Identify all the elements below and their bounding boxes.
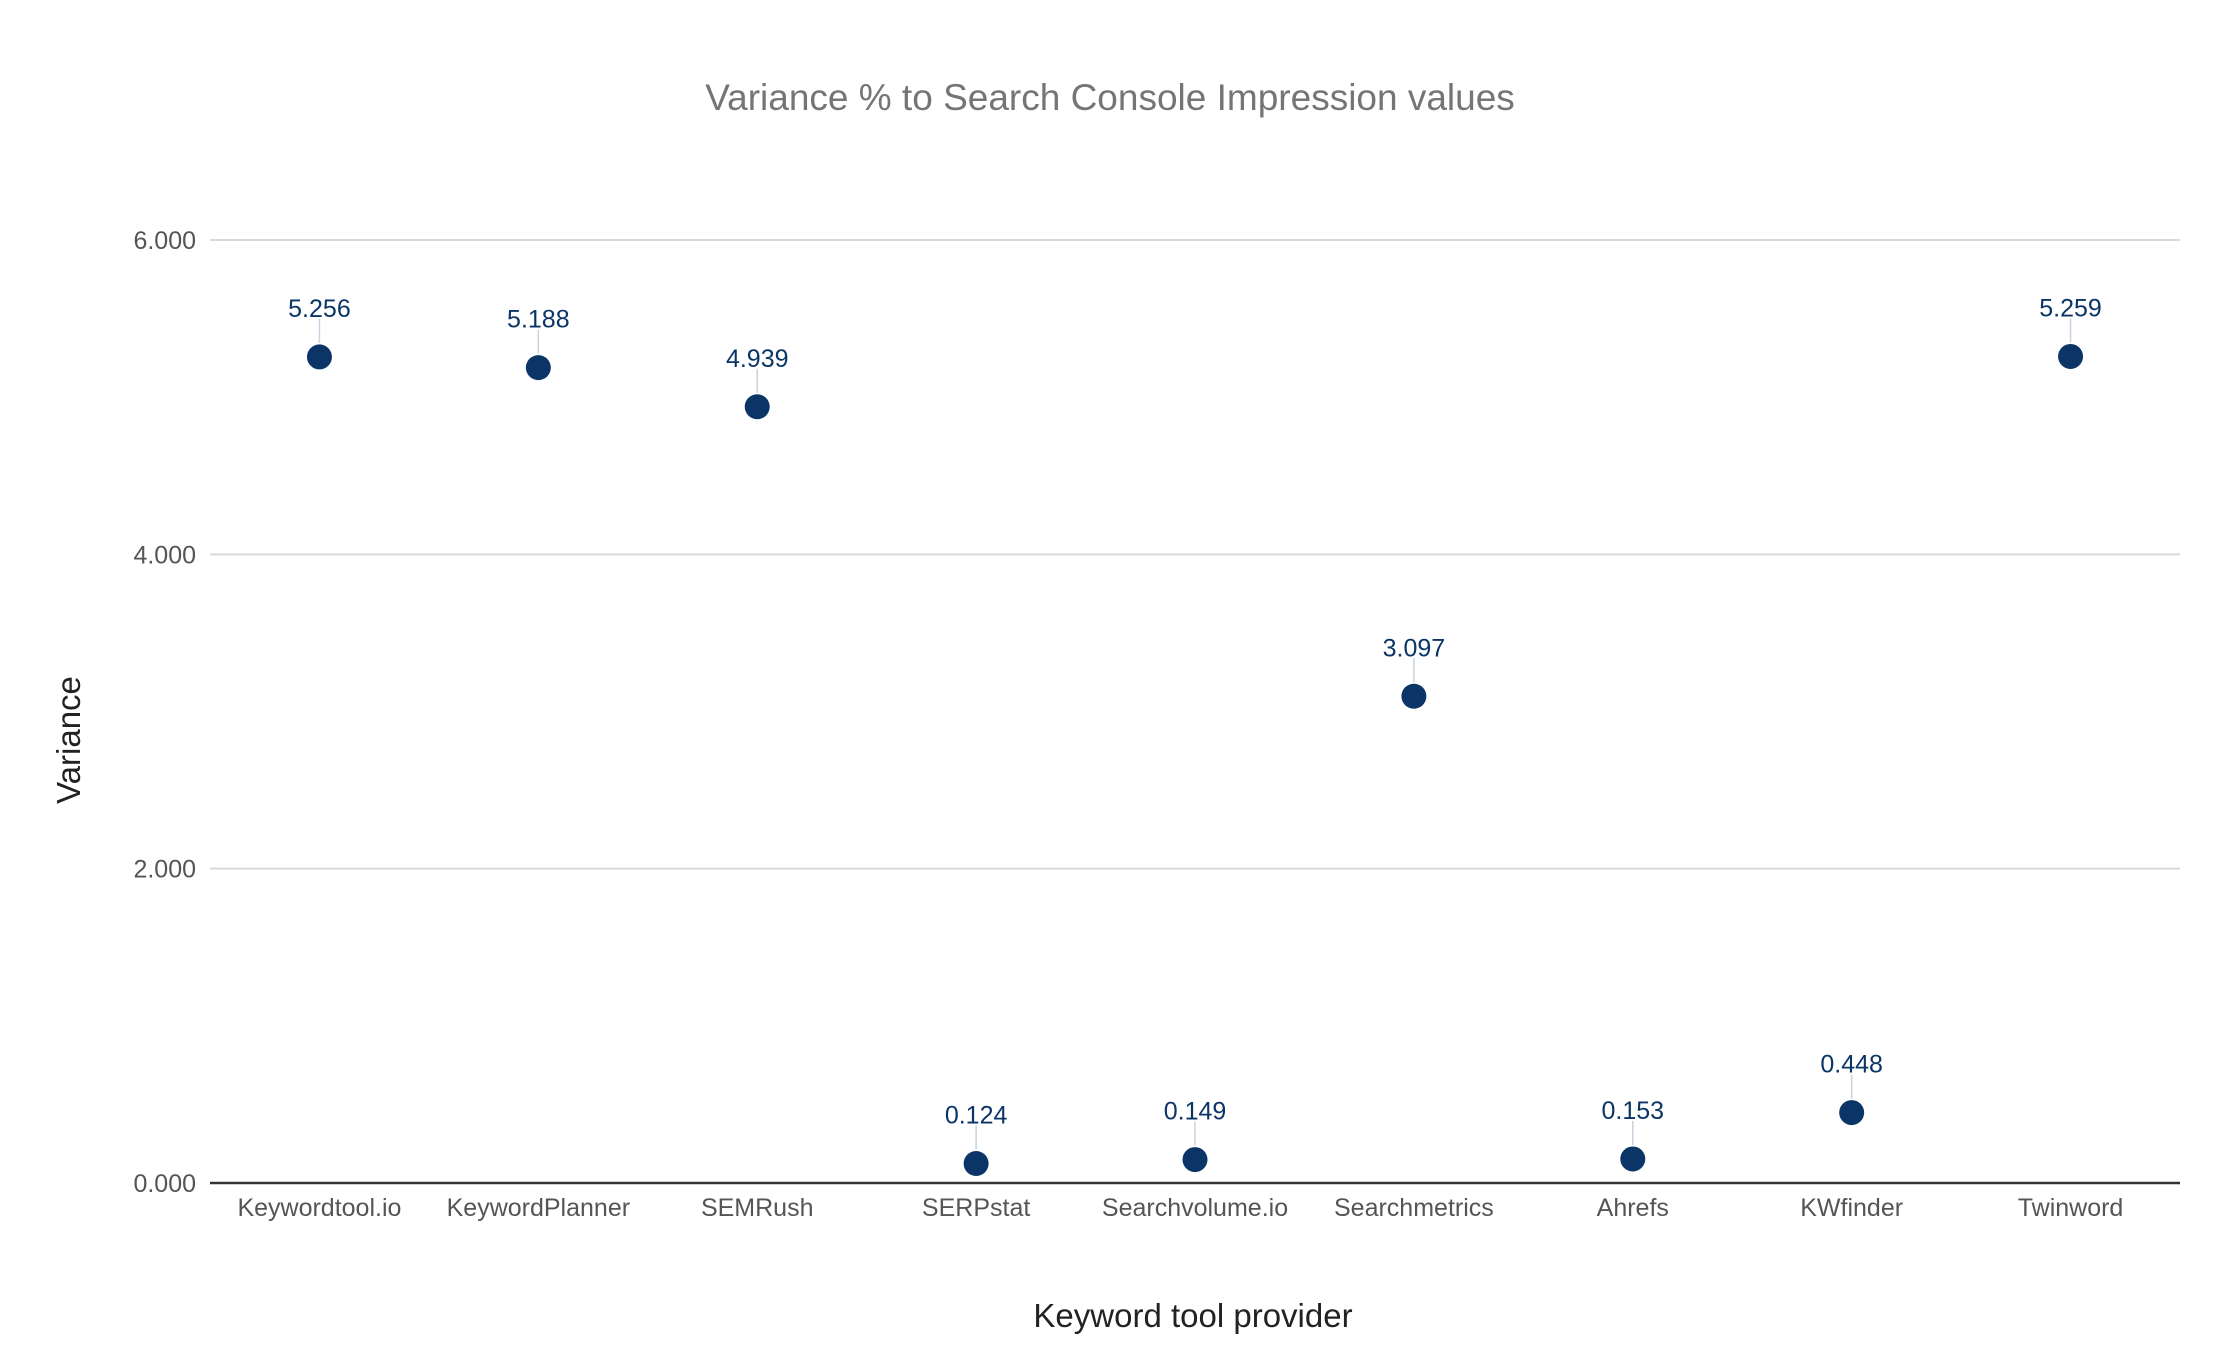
data-point — [1839, 1100, 1865, 1126]
y-tick-label: 2.000 — [133, 856, 196, 884]
y-tick-label: 6.000 — [133, 227, 196, 255]
x-tick-label: SERPstat — [922, 1194, 1030, 1222]
y-axis-ticks: 0.000 2.000 4.000 6.000 — [133, 227, 196, 1198]
x-axis-ticks: Keywordtool.io KeywordPlanner SEMRush SERPs… — [237, 1194, 2123, 1222]
data-points — [306, 343, 2084, 1177]
data-point — [744, 394, 770, 420]
chart-title: Variance % to Search Console Impression … — [705, 77, 1515, 118]
y-tick-label: 0.000 — [133, 1170, 196, 1198]
data-label: 5.188 — [507, 306, 570, 334]
x-tick-label: Twinword — [2018, 1194, 2124, 1222]
x-tick-label: KWfinder — [1800, 1194, 1903, 1222]
data-label: 0.153 — [1601, 1097, 1664, 1125]
gridlines — [210, 239, 2180, 1185]
data-label: 0.149 — [1164, 1098, 1227, 1126]
x-tick-label: Searchmetrics — [1334, 1194, 1494, 1222]
data-label: 3.097 — [1383, 634, 1446, 662]
y-tick-label: 4.000 — [133, 541, 196, 569]
data-point — [963, 1151, 989, 1177]
data-label: 0.448 — [1820, 1051, 1883, 1079]
x-axis-title: Keyword tool provider — [1033, 1297, 1352, 1334]
data-point — [2058, 343, 2084, 369]
data-point — [306, 344, 332, 370]
data-point — [1182, 1147, 1208, 1173]
x-tick-label: KeywordPlanner — [447, 1194, 630, 1222]
data-point — [525, 355, 551, 381]
x-tick-label: Keywordtool.io — [237, 1194, 401, 1222]
x-tick-label: Ahrefs — [1597, 1194, 1669, 1222]
data-labels: 5.256 5.188 4.939 0.124 0.149 3.097 0.153 0.448… — [288, 294, 2102, 1129]
data-label: 5.256 — [288, 295, 351, 323]
x-tick-label: SEMRush — [701, 1194, 814, 1222]
data-label: 0.124 — [945, 1102, 1008, 1130]
data-point — [1401, 683, 1427, 709]
data-point — [1620, 1146, 1646, 1172]
data-label: 5.259 — [2039, 294, 2102, 322]
leader-lines — [318, 318, 2072, 1150]
x-tick-label: Searchvolume.io — [1102, 1194, 1288, 1222]
data-label: 4.939 — [726, 345, 789, 373]
y-axis-title: Variance — [50, 676, 87, 804]
